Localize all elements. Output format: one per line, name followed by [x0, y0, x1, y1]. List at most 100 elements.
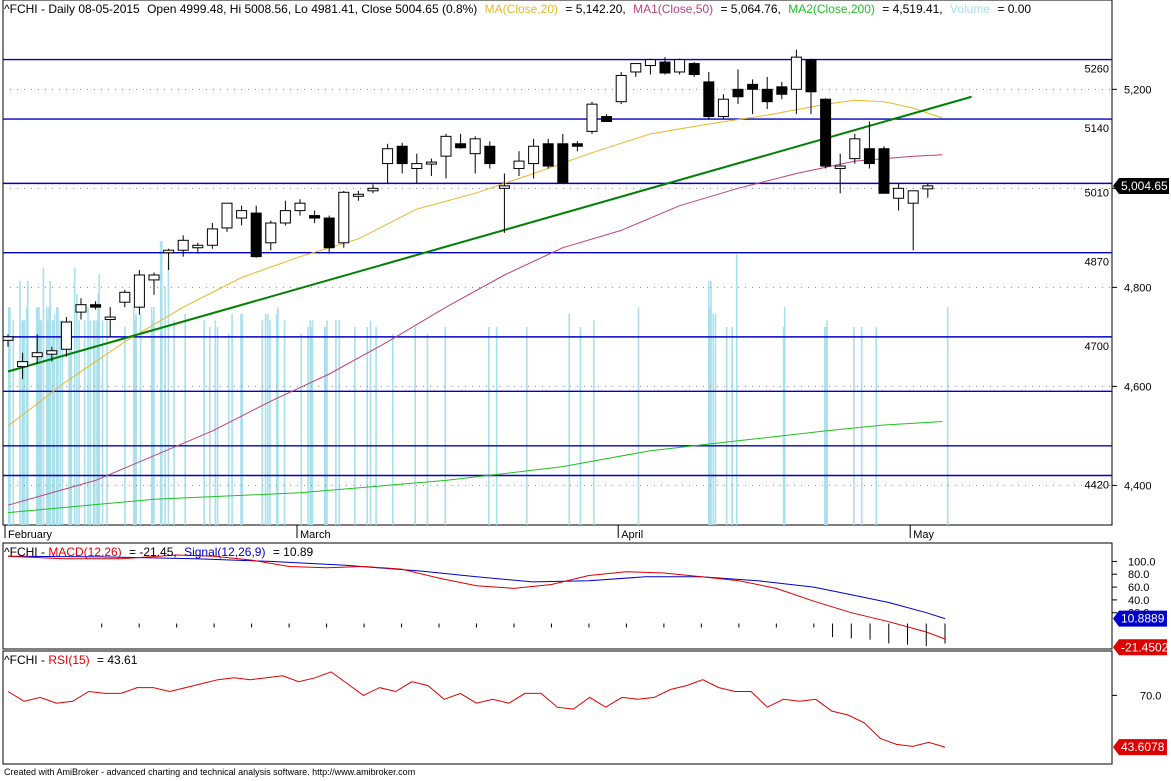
level-label: 5010 [1085, 187, 1109, 199]
candle-up [907, 190, 919, 204]
candle-down [776, 86, 788, 95]
volume-bar [261, 320, 264, 525]
volume-bar [637, 307, 640, 525]
volume-value: = 0.00 [997, 2, 1031, 16]
axis-tick-label: 60.0 [1128, 582, 1149, 594]
volume-bar [283, 320, 286, 525]
candle-down [557, 143, 569, 183]
volume-bar [68, 320, 70, 525]
macd-panel-frame [2, 542, 1113, 650]
volume-bar [231, 313, 233, 525]
volume-bar [307, 327, 309, 525]
candle-down [323, 217, 335, 249]
candle-up [352, 193, 364, 197]
macd-title: ^FCHI - MACD(12,26) = -21.45, Signal(12,… [4, 545, 314, 559]
last-close-marker: 5,004.65 [1113, 178, 1169, 195]
axis-tick-label: 80.0 [1128, 569, 1149, 581]
axis-tick-label: 40.0 [1128, 595, 1149, 607]
candle-up [834, 165, 846, 170]
volume-bar [73, 267, 76, 525]
volume-bar [825, 327, 827, 525]
volume-bar [824, 327, 826, 525]
month-label: February [8, 529, 53, 541]
candle-down [601, 116, 613, 122]
candle-up [279, 210, 291, 224]
volume-bar [710, 280, 712, 525]
signal-value: = 10.89 [273, 545, 314, 559]
volume-bar [184, 313, 186, 525]
volume-bar [592, 320, 595, 525]
candle-up [338, 191, 350, 244]
volume-bar [414, 327, 416, 525]
volume-bar [714, 313, 717, 525]
candle-up [119, 291, 131, 303]
volume-bar [53, 313, 56, 525]
volume-bar [277, 307, 279, 525]
volume-bar [946, 307, 949, 525]
candle-up [367, 187, 379, 192]
candle-up [893, 187, 905, 199]
volume-bar [214, 320, 217, 525]
candle-up [163, 249, 175, 254]
rsi-value: = 43.61 [97, 653, 138, 667]
axis-tick-label: 4,800 [1124, 282, 1152, 294]
volume-bar [426, 333, 429, 525]
volume-bar [25, 307, 28, 525]
volume-bar [735, 254, 738, 525]
symbol-label: ^FCHI [4, 2, 38, 16]
price-panel-frame [2, 0, 1113, 526]
candle-up [922, 185, 934, 190]
candle-up [382, 148, 394, 165]
price-axis: 4,400 4,600 4,800 5,200 [1112, 84, 1152, 492]
volume-bar [782, 327, 785, 525]
volume-bar [275, 313, 278, 525]
volume-bar [853, 327, 855, 525]
volume-bar [164, 287, 166, 525]
rsi-title: ^FCHI - RSI(15) = 43.61 [4, 653, 138, 667]
volume-bar [89, 320, 92, 525]
month-label: May [913, 529, 934, 541]
candle-down [703, 81, 715, 118]
candle-up [75, 304, 87, 313]
volume-bar [49, 280, 51, 525]
volume-bar [150, 307, 153, 525]
ma200-value: = 4,519.41, [882, 2, 942, 16]
volume-bar [106, 320, 108, 525]
volume-bar [93, 320, 96, 525]
volume-bar [338, 320, 341, 525]
macd-marker-label: -21.4502 [1121, 640, 1169, 654]
volume-bar [488, 327, 490, 525]
volume-bar [21, 320, 23, 525]
candle-up [411, 163, 423, 170]
volume-bar [92, 320, 95, 525]
volume-bar [26, 280, 29, 525]
volume-bar [167, 261, 170, 525]
rsi-line [7, 671, 946, 748]
volume-bar [78, 320, 80, 525]
volume-bar [241, 313, 243, 525]
ma50-label: MA1(Close,50) [633, 2, 713, 16]
candle-up [133, 274, 145, 308]
volume-bar [47, 320, 49, 525]
macd-value: = -21.45, [129, 545, 177, 559]
candle-up [440, 135, 452, 157]
volume-bar [38, 307, 40, 525]
ma20-label: MA(Close,20) [485, 2, 558, 16]
volume-bar [87, 307, 89, 525]
volume-bar [707, 280, 710, 525]
volume-bar [40, 320, 42, 525]
volume-bar [240, 313, 242, 525]
volume-bar [70, 320, 73, 525]
volume-bar [309, 320, 312, 525]
signal-marker: 10.8889 [1113, 610, 1167, 627]
candle-up [46, 350, 58, 355]
candle-down [571, 143, 583, 147]
candle-up [192, 244, 204, 249]
volume-bar [227, 333, 230, 525]
axis-tick-label: 5,200 [1124, 84, 1152, 96]
candle-down [484, 145, 496, 165]
signal-marker-label: 10.8889 [1121, 612, 1165, 626]
volume-bar [495, 327, 498, 525]
